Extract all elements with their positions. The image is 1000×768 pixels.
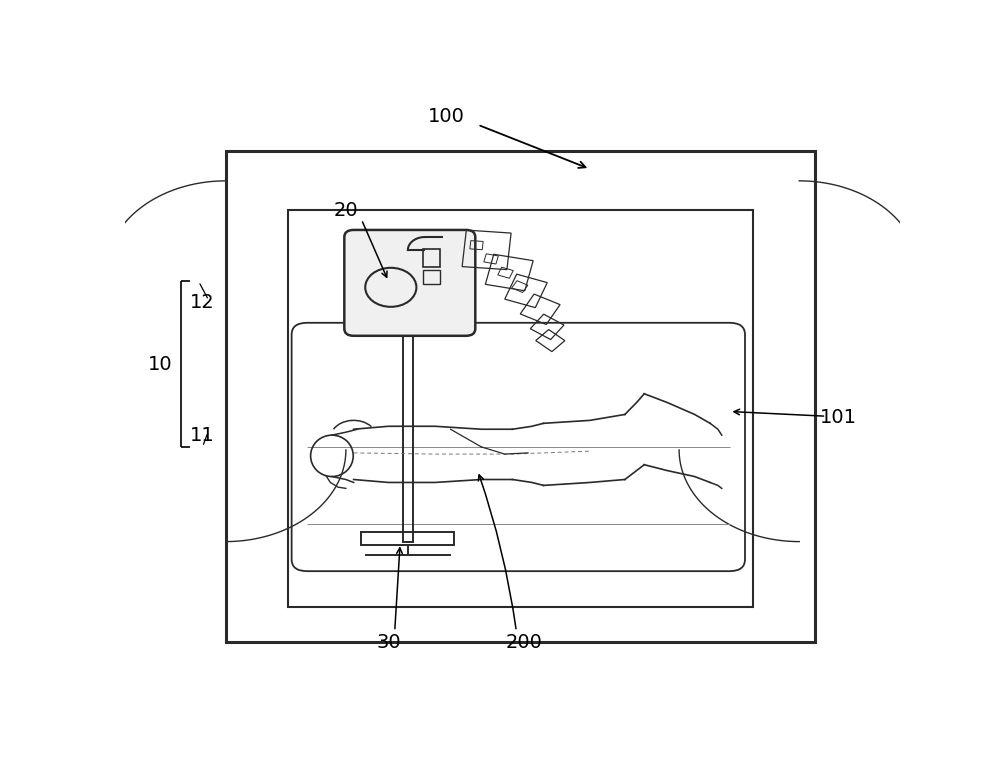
Bar xyxy=(485,254,533,291)
Bar xyxy=(536,329,565,352)
Bar xyxy=(505,274,547,308)
Bar xyxy=(423,249,440,266)
Bar xyxy=(423,270,440,284)
Bar xyxy=(361,531,454,545)
Bar xyxy=(484,253,498,264)
Bar xyxy=(288,210,753,607)
Text: 200: 200 xyxy=(506,633,543,651)
FancyBboxPatch shape xyxy=(344,230,475,336)
Text: 100: 100 xyxy=(428,108,465,127)
Bar xyxy=(470,240,483,250)
Text: 101: 101 xyxy=(820,408,856,427)
Bar xyxy=(498,267,513,278)
Text: 11: 11 xyxy=(190,425,215,445)
Bar xyxy=(403,329,413,541)
Bar xyxy=(226,151,815,642)
Text: 10: 10 xyxy=(148,355,172,374)
Bar xyxy=(512,280,528,293)
Bar xyxy=(462,230,511,270)
Bar xyxy=(530,314,564,339)
Text: 30: 30 xyxy=(376,633,401,651)
Bar xyxy=(520,294,560,324)
Text: 20: 20 xyxy=(334,201,358,220)
Bar xyxy=(399,329,417,336)
Text: 12: 12 xyxy=(190,293,215,312)
